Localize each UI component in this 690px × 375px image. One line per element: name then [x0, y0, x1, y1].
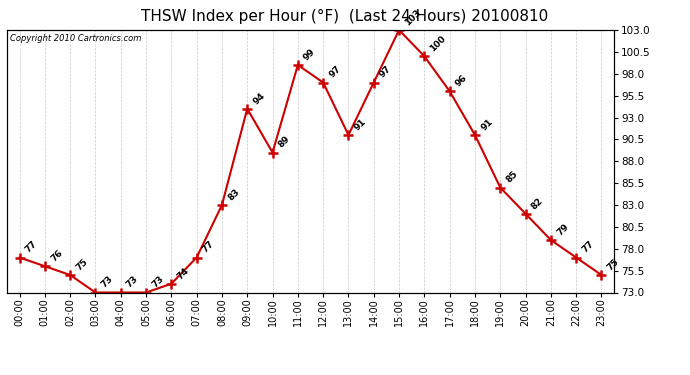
Text: 77: 77: [580, 239, 595, 255]
Text: 85: 85: [504, 170, 520, 185]
Text: 89: 89: [277, 134, 292, 150]
Text: 73: 73: [99, 274, 115, 290]
Text: 75: 75: [75, 257, 90, 272]
Text: 99: 99: [302, 47, 317, 62]
Text: 73: 73: [150, 274, 166, 290]
Text: 103: 103: [403, 8, 423, 27]
Text: 96: 96: [454, 73, 469, 88]
Text: 97: 97: [327, 64, 343, 80]
Text: 76: 76: [49, 248, 64, 264]
Text: 77: 77: [23, 239, 39, 255]
Text: 77: 77: [201, 239, 216, 255]
Text: 91: 91: [479, 117, 495, 132]
Text: 79: 79: [555, 222, 571, 237]
Text: 74: 74: [175, 266, 191, 281]
Text: Copyright 2010 Cartronics.com: Copyright 2010 Cartronics.com: [10, 34, 141, 43]
Text: 83: 83: [226, 187, 242, 202]
Text: 94: 94: [251, 91, 267, 106]
Text: 97: 97: [378, 64, 393, 80]
Text: 100: 100: [428, 34, 448, 54]
Text: 75: 75: [606, 257, 621, 272]
Text: 91: 91: [353, 117, 368, 132]
Text: 73: 73: [125, 274, 140, 290]
Text: THSW Index per Hour (°F)  (Last 24 Hours) 20100810: THSW Index per Hour (°F) (Last 24 Hours)…: [141, 9, 549, 24]
Text: 82: 82: [530, 196, 545, 211]
